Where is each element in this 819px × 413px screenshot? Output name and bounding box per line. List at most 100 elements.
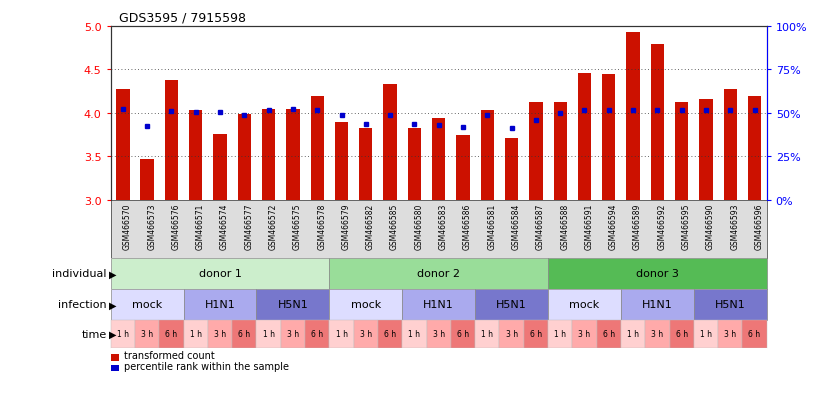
- Bar: [310, 97, 324, 200]
- Text: 1 h: 1 h: [335, 330, 347, 339]
- Text: GSM466594: GSM466594: [608, 203, 617, 249]
- Bar: [116, 89, 129, 200]
- Text: GSM466570: GSM466570: [123, 203, 132, 249]
- Text: GSM466576: GSM466576: [171, 203, 180, 249]
- Text: 3 h: 3 h: [287, 330, 299, 339]
- Text: GSM466586: GSM466586: [463, 203, 472, 249]
- Text: 1 h: 1 h: [481, 330, 493, 339]
- Text: GSM466580: GSM466580: [414, 203, 423, 249]
- Text: 6 h: 6 h: [238, 330, 250, 339]
- Bar: [668, 320, 693, 348]
- Text: 1 h: 1 h: [408, 330, 420, 339]
- Bar: [547, 320, 572, 348]
- Text: GSM466591: GSM466591: [584, 203, 593, 249]
- Text: GSM466572: GSM466572: [269, 203, 278, 249]
- Text: 3 h: 3 h: [360, 330, 372, 339]
- Bar: [407, 129, 421, 200]
- Bar: [189, 111, 202, 200]
- Text: 1 h: 1 h: [554, 330, 565, 339]
- Bar: [256, 289, 329, 320]
- Text: donor 1: donor 1: [198, 268, 241, 279]
- Bar: [741, 320, 766, 348]
- Bar: [183, 289, 256, 320]
- Text: 6 h: 6 h: [165, 330, 177, 339]
- Bar: [238, 114, 251, 200]
- Bar: [359, 129, 372, 200]
- Bar: [620, 320, 645, 348]
- Text: GSM466573: GSM466573: [147, 203, 156, 249]
- Bar: [256, 320, 280, 348]
- Text: GSM466583: GSM466583: [438, 203, 447, 249]
- Text: 3 h: 3 h: [505, 330, 517, 339]
- Bar: [353, 320, 378, 348]
- Text: ▶: ▶: [109, 268, 116, 279]
- Bar: [159, 320, 183, 348]
- Text: infection: infection: [58, 299, 106, 310]
- Bar: [432, 119, 445, 200]
- Text: GSM466595: GSM466595: [681, 203, 690, 249]
- Bar: [378, 320, 402, 348]
- Text: 1 h: 1 h: [189, 330, 201, 339]
- Text: 6 h: 6 h: [529, 330, 541, 339]
- Text: GSM466581: GSM466581: [486, 203, 495, 249]
- Text: ▶: ▶: [109, 329, 116, 339]
- Bar: [523, 320, 547, 348]
- Bar: [620, 289, 693, 320]
- Text: 1 h: 1 h: [262, 330, 274, 339]
- Text: GSM466596: GSM466596: [753, 203, 762, 249]
- Bar: [208, 320, 232, 348]
- Bar: [135, 320, 159, 348]
- Text: GSM466590: GSM466590: [705, 203, 714, 249]
- Text: H5N1: H5N1: [714, 299, 744, 310]
- Text: mock: mock: [351, 299, 381, 310]
- Text: 6 h: 6 h: [602, 330, 614, 339]
- Text: 6 h: 6 h: [748, 330, 760, 339]
- Bar: [183, 320, 208, 348]
- Bar: [553, 102, 566, 200]
- Text: mock: mock: [568, 299, 599, 310]
- Text: 3 h: 3 h: [723, 330, 735, 339]
- Text: time: time: [81, 329, 106, 339]
- Text: 3 h: 3 h: [214, 330, 226, 339]
- Bar: [232, 320, 256, 348]
- Text: GSM466587: GSM466587: [536, 203, 544, 249]
- Text: GSM466592: GSM466592: [657, 203, 666, 249]
- Bar: [693, 320, 717, 348]
- Bar: [111, 365, 119, 371]
- Bar: [165, 81, 178, 200]
- Text: donor 3: donor 3: [636, 268, 678, 279]
- Bar: [305, 320, 329, 348]
- Text: GSM466577: GSM466577: [244, 203, 253, 249]
- Text: GSM466571: GSM466571: [196, 203, 205, 249]
- Text: 3 h: 3 h: [577, 330, 590, 339]
- Text: 3 h: 3 h: [650, 330, 663, 339]
- Bar: [722, 89, 736, 200]
- Bar: [213, 134, 226, 200]
- Bar: [547, 258, 766, 289]
- Bar: [474, 289, 547, 320]
- Bar: [426, 320, 450, 348]
- Text: GSM466578: GSM466578: [317, 203, 326, 249]
- Text: GSM466589: GSM466589: [632, 203, 641, 249]
- Bar: [601, 74, 615, 200]
- Text: GSM466579: GSM466579: [341, 203, 350, 249]
- Text: GSM466574: GSM466574: [219, 203, 229, 249]
- Bar: [674, 102, 687, 200]
- Bar: [596, 320, 620, 348]
- Bar: [693, 289, 766, 320]
- Bar: [329, 320, 353, 348]
- Text: H1N1: H1N1: [423, 299, 454, 310]
- Bar: [329, 289, 402, 320]
- Bar: [474, 320, 499, 348]
- Text: donor 2: donor 2: [417, 268, 459, 279]
- Text: GSM466584: GSM466584: [511, 203, 520, 249]
- Bar: [329, 258, 547, 289]
- Bar: [480, 111, 493, 200]
- Bar: [528, 102, 542, 200]
- Bar: [286, 110, 299, 200]
- Bar: [626, 33, 639, 200]
- Bar: [450, 320, 474, 348]
- Bar: [577, 74, 590, 200]
- Text: ▶: ▶: [109, 299, 116, 310]
- Text: 6 h: 6 h: [456, 330, 468, 339]
